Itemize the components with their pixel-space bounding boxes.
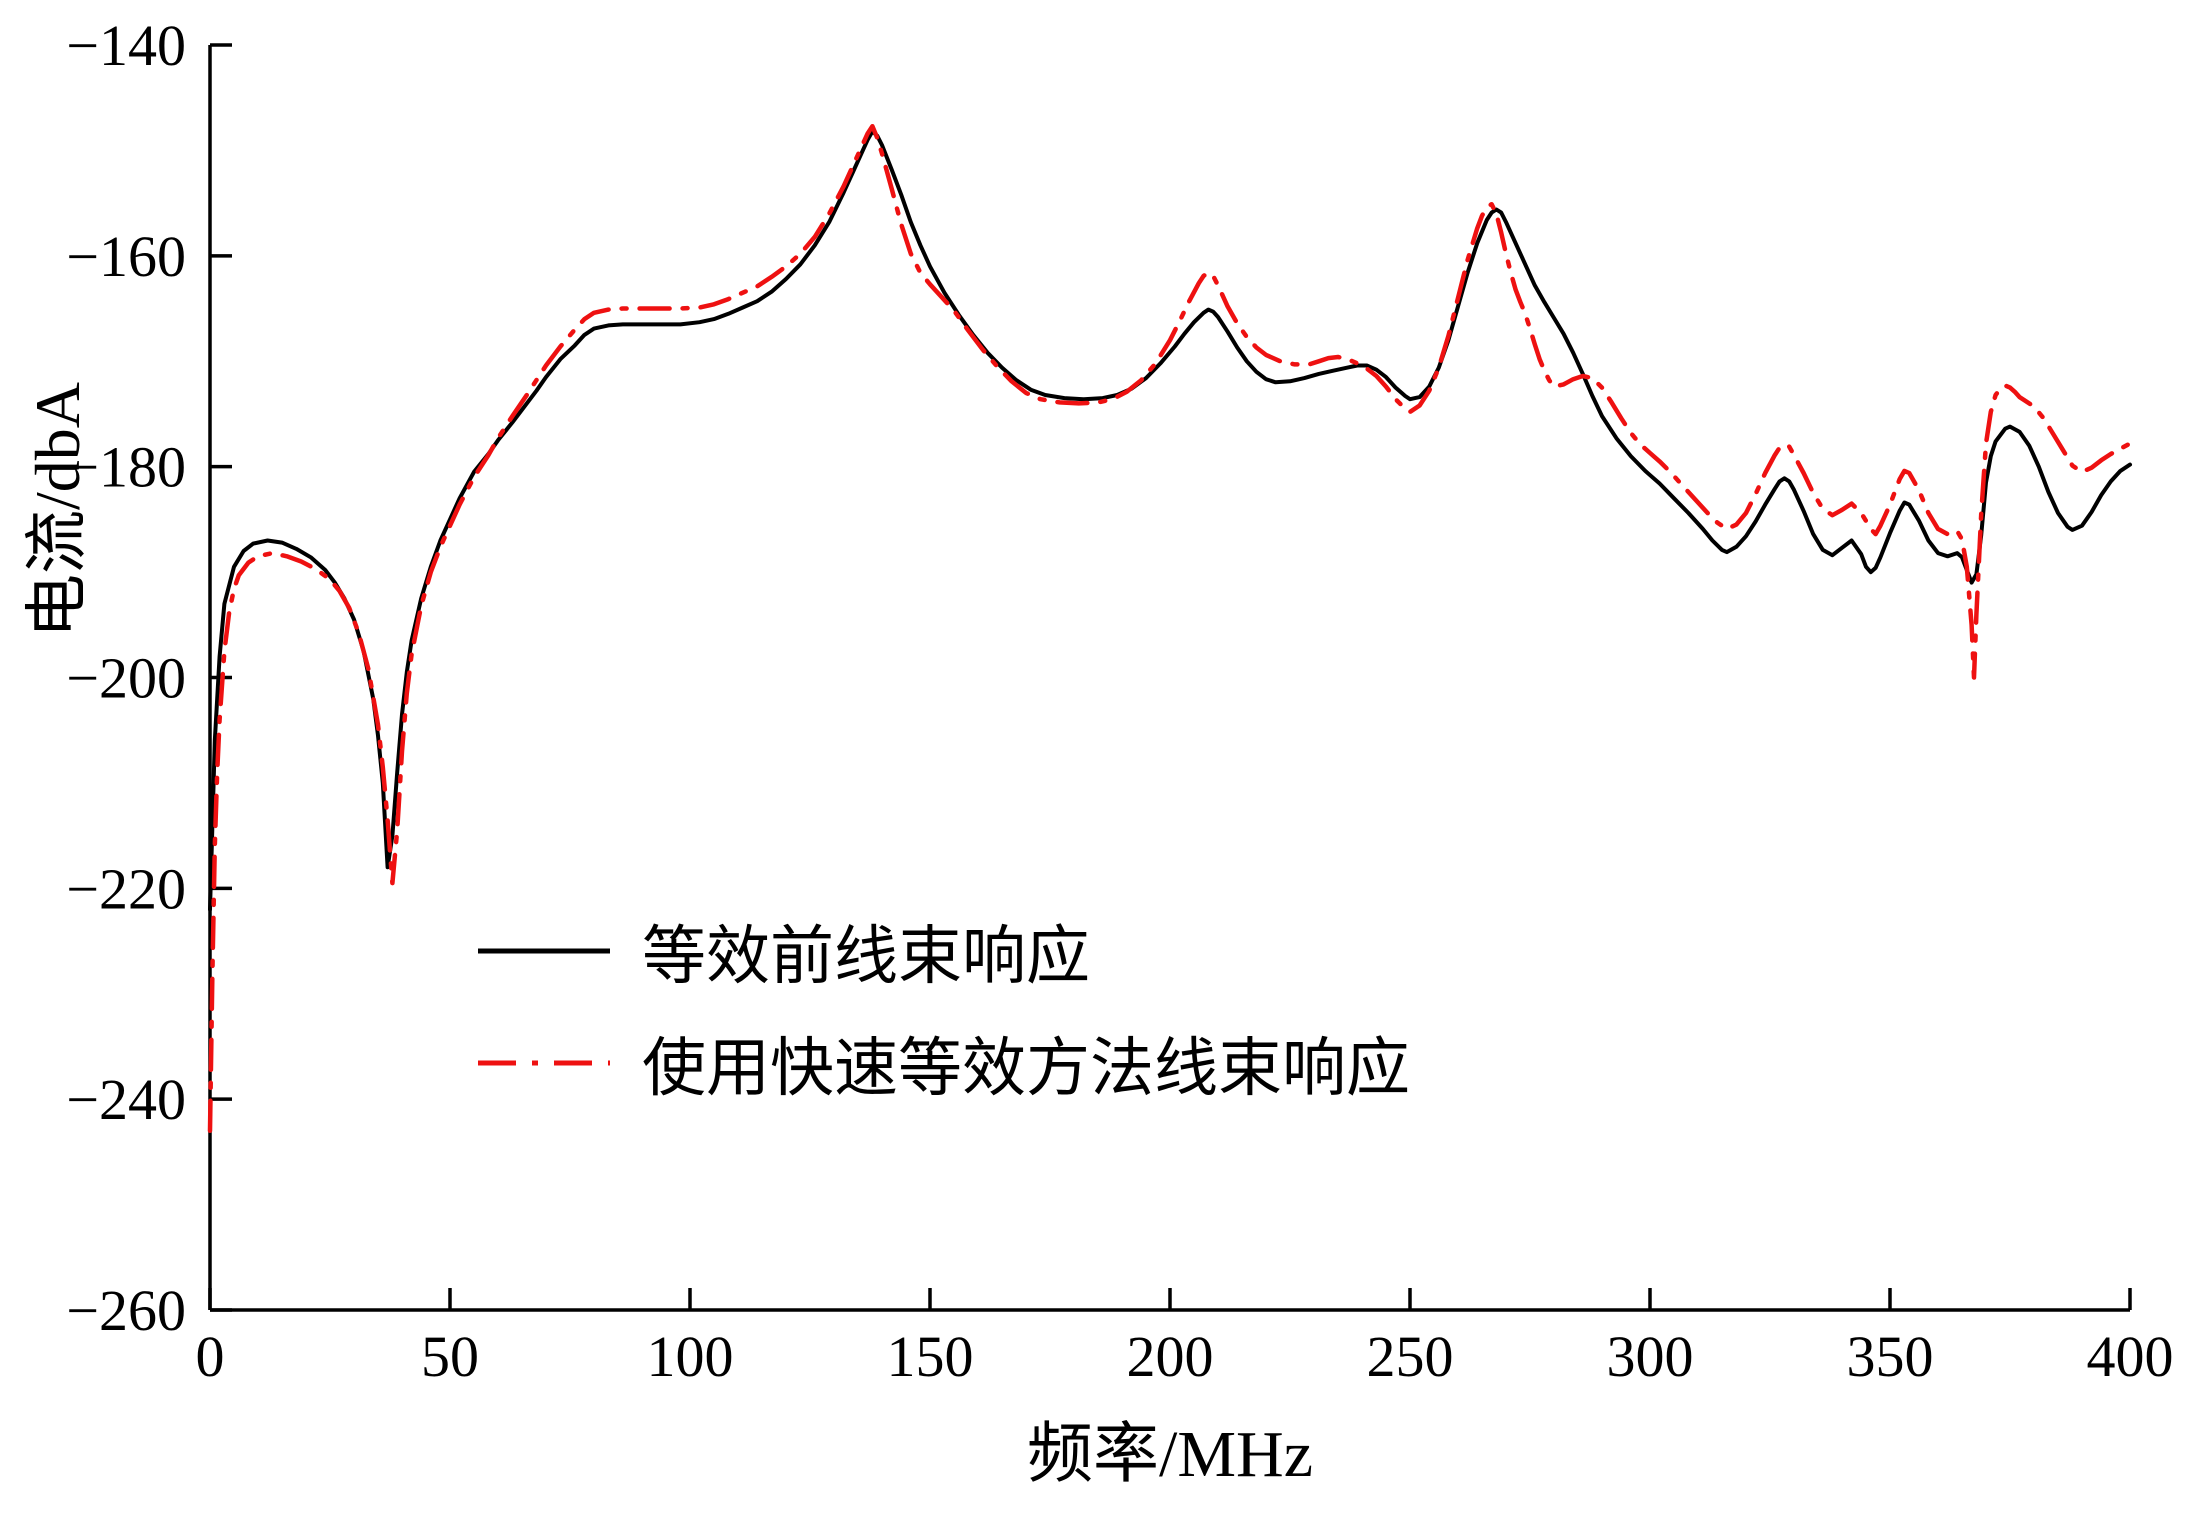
- x-axis-label: 频率/MHz: [1027, 1418, 1313, 1491]
- y-tick-label: −140: [66, 13, 186, 78]
- y-tick-label: −160: [66, 224, 186, 289]
- legend-item-before-equivalence: 等效前线束响应: [478, 895, 1410, 1007]
- y-tick-label: −240: [66, 1067, 186, 1132]
- legend-label-fast-equivalent-method: 使用快速等效方法线束响应: [642, 1033, 1410, 1104]
- y-axis-label: 电流/dbA: [22, 382, 93, 638]
- dashdot-line-sample-icon: [478, 1060, 610, 1066]
- x-tick-label: 200: [1127, 1324, 1214, 1389]
- legend-label-before-equivalence: 等效前线束响应: [642, 921, 1090, 992]
- legend-item-fast-equivalent-method: 使用快速等效方法线束响应: [478, 1007, 1410, 1119]
- y-tick-label: −180: [66, 435, 186, 500]
- x-tick-label: 350: [1847, 1324, 1934, 1389]
- x-tick-label: 300: [1607, 1324, 1694, 1389]
- x-tick-label: 150: [887, 1324, 974, 1389]
- x-tick-label: 0: [196, 1324, 225, 1389]
- series-line-fast-equivalent-method: [207, 123, 2133, 1134]
- x-tick-label: 100: [647, 1324, 734, 1389]
- y-tick-label: −200: [66, 646, 186, 711]
- x-tick-label: 50: [421, 1324, 479, 1389]
- legend: 等效前线束响应 使用快速等效方法线束响应: [478, 895, 1410, 1119]
- series-line-before-equivalence: [208, 129, 2132, 912]
- x-tick-label: 400: [2087, 1324, 2174, 1389]
- x-tick-label: 250: [1367, 1324, 1454, 1389]
- solid-line-sample-icon: [478, 948, 610, 954]
- y-tick-label: −220: [66, 856, 186, 921]
- y-tick-label: −260: [66, 1278, 186, 1343]
